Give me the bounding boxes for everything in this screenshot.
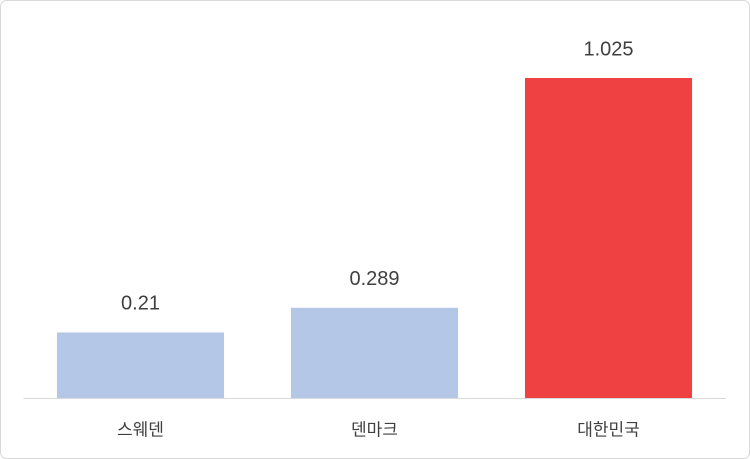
bar	[56, 332, 225, 398]
data-label: 1.025	[583, 38, 633, 60]
bar	[290, 307, 459, 398]
data-label: 0.289	[349, 268, 399, 290]
bar	[524, 78, 693, 398]
x-tick-label: 대한민국	[577, 420, 640, 439]
x-tick-label: 스웨덴	[117, 420, 164, 439]
x-tick-label: 덴마크	[351, 420, 398, 439]
data-label: 0.21	[121, 293, 160, 315]
